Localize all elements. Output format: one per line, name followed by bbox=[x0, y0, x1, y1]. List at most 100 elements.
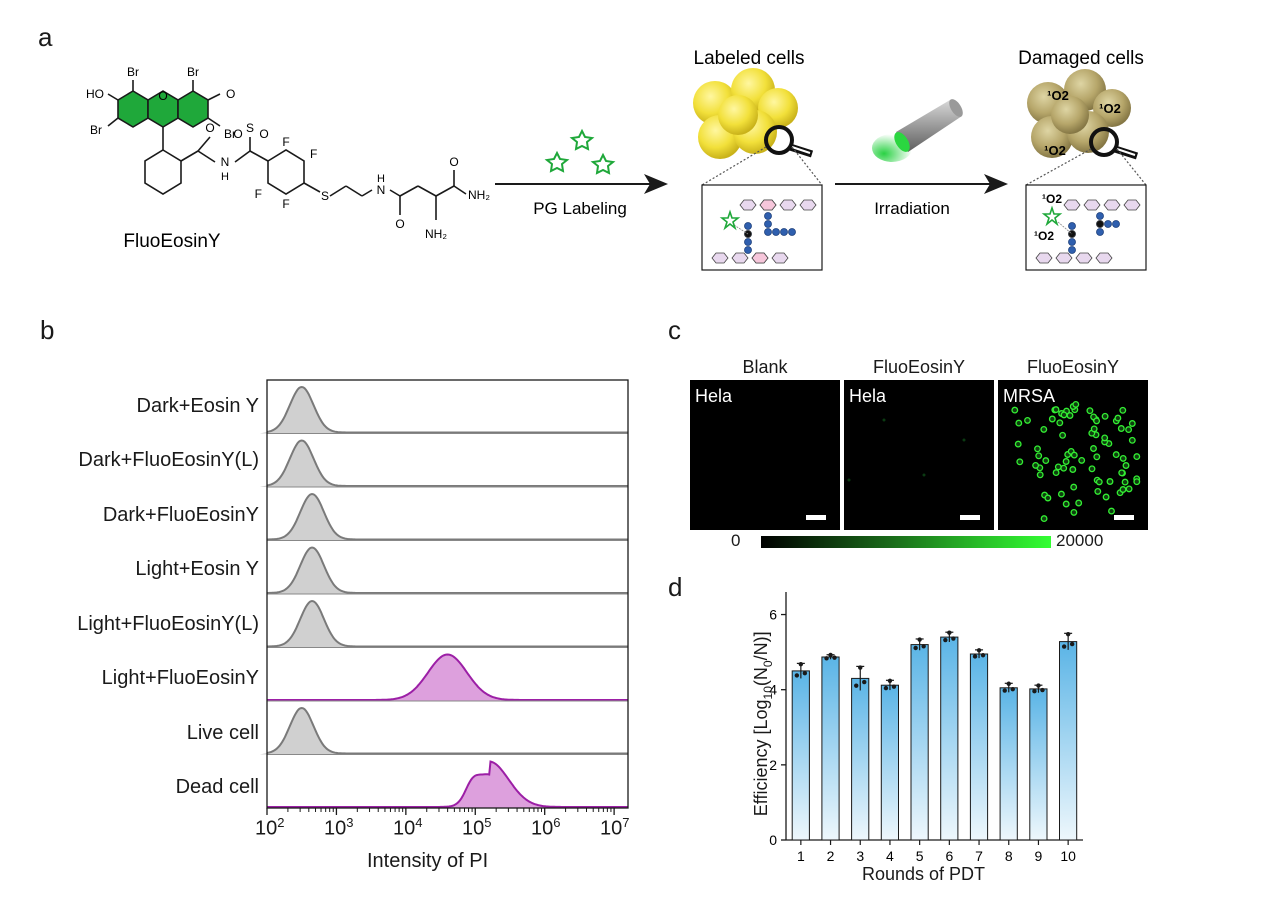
mrsa-cell bbox=[1059, 431, 1067, 439]
mrsa-cell bbox=[1117, 425, 1125, 432]
compound-name: FluoEosinY bbox=[123, 231, 220, 252]
hist-label-5: Light+FluoEosinY bbox=[101, 667, 259, 689]
damaged-cells-icon bbox=[1027, 69, 1131, 158]
bar-y-tick-label: 2 bbox=[769, 757, 777, 773]
bar-y-tick-label: 4 bbox=[769, 682, 777, 698]
flashlight-icon bbox=[872, 99, 963, 162]
singlet-oxygen-3: ¹O2 bbox=[1044, 143, 1066, 158]
atom-o-keto: O bbox=[226, 87, 235, 101]
hist-fill-1 bbox=[259, 440, 344, 487]
bar-4 bbox=[880, 684, 899, 841]
replicate-dot bbox=[917, 637, 922, 642]
replicate-dot bbox=[1010, 686, 1015, 692]
mrsa-cell bbox=[1088, 465, 1096, 473]
replicate-dot bbox=[913, 645, 918, 651]
labeled-cells-title: Labeled cells bbox=[694, 48, 805, 69]
hist-curve-7 bbox=[267, 760, 628, 808]
mrsa-cell bbox=[1042, 457, 1050, 465]
bar-x-tick-label: 8 bbox=[1005, 848, 1013, 864]
bar-x-tick-label: 10 bbox=[1060, 848, 1076, 864]
hist-tick-1: 103 bbox=[324, 815, 354, 840]
atom-o-sulfonyl-2: O bbox=[259, 127, 268, 141]
bar-2 bbox=[821, 656, 840, 841]
hist-label-6: Live cell bbox=[186, 722, 259, 744]
hist-fill-5 bbox=[384, 654, 511, 701]
mrsa-cell bbox=[1093, 417, 1101, 425]
atom-o-sulfonyl-1: O bbox=[233, 127, 242, 141]
replicate-dot bbox=[802, 670, 808, 676]
bar-x-tick-label: 2 bbox=[827, 848, 835, 864]
bar-x-label: Rounds of PDT bbox=[862, 864, 986, 884]
micro-image-hela: Hela bbox=[844, 380, 994, 530]
atom-o-chain-1: O bbox=[395, 217, 404, 231]
micro-cell-label-1: Hela bbox=[849, 386, 887, 406]
mrsa-cell bbox=[1119, 406, 1127, 414]
hist-label-7: Dead cell bbox=[175, 776, 259, 798]
singlet-oxygen-1: ¹O2 bbox=[1047, 88, 1069, 103]
micro-cell-label-0: Hela bbox=[695, 386, 733, 406]
mrsa-cell bbox=[1101, 412, 1109, 420]
intensity-colorbar bbox=[761, 536, 1051, 548]
bar-x-tick-label: 6 bbox=[945, 848, 953, 864]
replicate-dot bbox=[1065, 631, 1071, 637]
mrsa-cell bbox=[1014, 440, 1022, 448]
damaged-cells-title: Damaged cells bbox=[1018, 48, 1144, 69]
replicate-dot bbox=[1069, 641, 1075, 647]
singlet-oxygen-5: ¹O2 bbox=[1034, 229, 1054, 243]
bar-9 bbox=[1029, 688, 1048, 841]
panel-label-b: b bbox=[40, 315, 55, 345]
histogram-x-label: Intensity of PI bbox=[367, 850, 489, 872]
replicate-dot bbox=[891, 684, 897, 689]
mrsa-cell bbox=[1118, 469, 1126, 477]
bar-6 bbox=[940, 636, 959, 841]
mrsa-cell bbox=[1024, 416, 1031, 424]
atom-f-3: F bbox=[255, 187, 262, 201]
hist-tick-2: 104 bbox=[393, 815, 423, 840]
bar-7 bbox=[969, 653, 989, 841]
mrsa-cell bbox=[1101, 434, 1109, 442]
replicate-dot bbox=[947, 630, 952, 635]
peptidoglycan-structure-2 bbox=[1035, 199, 1141, 264]
mrsa-cell bbox=[1036, 471, 1044, 479]
panel-label-a: a bbox=[38, 22, 53, 52]
atom-f-4: F bbox=[282, 197, 289, 211]
replicate-dot bbox=[1032, 689, 1037, 694]
colorbar-min: 0 bbox=[731, 531, 741, 550]
hist-label-3: Light+Eosin Y bbox=[135, 558, 259, 580]
bar-y-label: Efficiency [Log10(N0/N)] bbox=[751, 631, 775, 817]
hela-faint-signal bbox=[847, 418, 966, 482]
mrsa-cell bbox=[1112, 451, 1120, 459]
mrsa-cell bbox=[1128, 420, 1136, 427]
replicate-dot bbox=[824, 656, 829, 661]
hist-tick-0: 102 bbox=[255, 815, 285, 840]
atom-br-1: Br bbox=[127, 65, 139, 79]
mrsa-cell bbox=[1072, 400, 1080, 408]
atom-n-amide: N bbox=[221, 155, 230, 169]
bar-5 bbox=[910, 644, 929, 841]
replicate-dot bbox=[798, 661, 804, 667]
bar-x-tick-label: 5 bbox=[916, 848, 924, 864]
mrsa-cell bbox=[1108, 507, 1115, 515]
mrsa-cell bbox=[1048, 415, 1056, 423]
mrsa-cell bbox=[1121, 478, 1129, 486]
atom-n-chain: N bbox=[377, 183, 386, 197]
mrsa-cell bbox=[1035, 452, 1043, 460]
scale-bar-1 bbox=[960, 515, 980, 520]
micro-title-2: FluoEosinY bbox=[1026, 357, 1120, 377]
mrsa-cell bbox=[1125, 426, 1133, 434]
mrsa-cell bbox=[1062, 458, 1070, 465]
mrsa-cell bbox=[1032, 461, 1040, 469]
mrsa-cell bbox=[1094, 487, 1102, 495]
linker-structure bbox=[144, 127, 467, 220]
colorbar-max: 20000 bbox=[1056, 531, 1104, 550]
bar-x-tick-label: 7 bbox=[975, 848, 983, 864]
panel-label-d: d bbox=[668, 572, 683, 602]
panel-a-schematic: Br Br Br Br HO O O O N H S O O F F F F S… bbox=[86, 48, 1147, 271]
panel-label-c: c bbox=[668, 315, 681, 345]
replicate-dot bbox=[980, 653, 986, 658]
singlet-oxygen-2: ¹O2 bbox=[1099, 101, 1121, 116]
replicate-dot bbox=[828, 652, 833, 658]
atom-s-thioether: S bbox=[321, 189, 329, 203]
mrsa-cell bbox=[1015, 419, 1023, 427]
